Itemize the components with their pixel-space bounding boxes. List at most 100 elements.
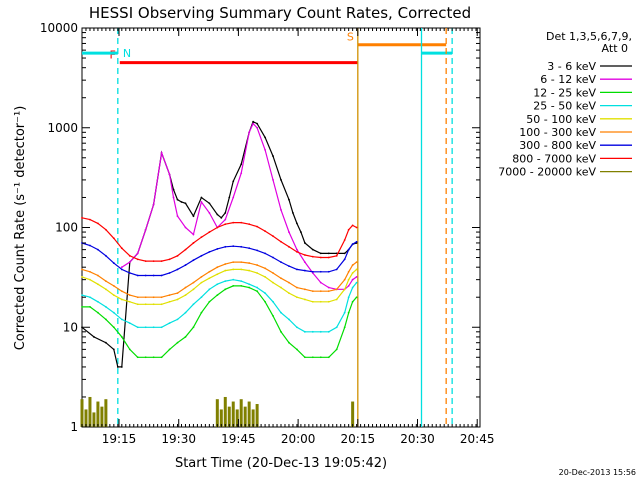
data-point (136, 252, 139, 255)
data-point (136, 258, 139, 261)
y-axis-label: Corrected Count Rate (s⁻¹ detector⁻¹) (13, 106, 28, 351)
data-point (220, 216, 223, 219)
data-point (152, 260, 155, 263)
data-point (216, 266, 219, 269)
data-point (176, 215, 179, 218)
data-point (272, 179, 274, 181)
data-point (120, 318, 123, 321)
data-point (104, 280, 107, 283)
data-point (208, 300, 211, 303)
data-point (216, 273, 219, 276)
data-point (97, 300, 99, 303)
data-point (81, 216, 83, 219)
data-point (280, 286, 282, 289)
data-point (232, 278, 235, 281)
data-point (248, 247, 251, 250)
data-point (224, 288, 227, 291)
data-point (89, 244, 91, 247)
data-point (224, 223, 227, 226)
data-point (232, 180, 235, 183)
x-tick-label: 20:00 (281, 432, 316, 446)
data-bar (215, 399, 219, 427)
data-point (200, 296, 203, 299)
data-point (200, 281, 203, 284)
data-point (128, 348, 131, 351)
data-point (351, 243, 354, 246)
y-axis: 1 10 100 1000 10000 (40, 21, 480, 434)
data-point (120, 336, 123, 338)
legend-label: 3 - 6 keV (547, 60, 596, 73)
data-point (256, 225, 259, 228)
data-point (176, 298, 179, 301)
data-point (81, 268, 83, 271)
data-point (120, 268, 123, 271)
data-point (252, 122, 255, 125)
data-point (216, 213, 219, 216)
data-point (104, 318, 107, 321)
data-point (351, 264, 354, 266)
data-point (160, 326, 163, 329)
x-axis: 19:15 19:30 19:45 20:00 20:15 20:30 20:45 (81, 28, 495, 446)
y-tick-label: 100 (55, 221, 78, 235)
data-point (120, 290, 123, 293)
data-point (264, 267, 266, 270)
data-point (224, 263, 227, 265)
data-point (311, 356, 314, 359)
status-bar-label: S (347, 31, 354, 44)
data-point (272, 300, 274, 303)
data-bar (80, 399, 84, 427)
legend-label: 100 - 300 keV (519, 126, 596, 139)
data-point (264, 275, 266, 278)
data-point (176, 268, 179, 271)
data-point (232, 261, 235, 263)
data-bar (100, 406, 104, 427)
data-point (355, 296, 358, 299)
data-point (319, 270, 322, 273)
data-point (200, 275, 203, 278)
data-point (280, 277, 282, 280)
data-point (343, 258, 346, 261)
data-point (335, 298, 338, 301)
data-point (311, 270, 314, 273)
data-point (272, 314, 274, 317)
data-point (112, 237, 115, 240)
data-point (347, 270, 350, 273)
data-point (97, 311, 99, 314)
data-point (180, 201, 183, 203)
data-point (272, 281, 274, 284)
data-point (89, 278, 91, 281)
data-point (240, 172, 243, 175)
data-point (311, 300, 314, 303)
data-point (319, 281, 322, 284)
data-point (232, 196, 235, 199)
data-point (224, 280, 227, 283)
data-point (208, 202, 211, 205)
data-point (104, 305, 107, 308)
data-point (303, 269, 306, 272)
data-point (343, 252, 346, 255)
data-point (97, 222, 99, 225)
data-point (296, 248, 298, 251)
data-point (224, 269, 227, 272)
data-point (184, 286, 187, 289)
data-point (136, 296, 139, 299)
data-point (303, 288, 306, 291)
data-point (303, 330, 306, 333)
data-point (104, 254, 107, 257)
data-bar (239, 399, 243, 427)
data-point (224, 245, 227, 248)
data-point (128, 322, 131, 325)
data-point (319, 356, 322, 359)
data-point (335, 348, 338, 351)
data-point (343, 288, 346, 291)
data-point (232, 268, 235, 271)
data-point (264, 300, 266, 303)
series-line (81, 261, 357, 298)
data-point (248, 262, 251, 264)
data-point (112, 311, 115, 314)
data-point (192, 242, 195, 244)
data-point (319, 290, 322, 293)
data-point (160, 296, 163, 299)
data-bar (88, 396, 92, 427)
data-point (319, 256, 322, 259)
